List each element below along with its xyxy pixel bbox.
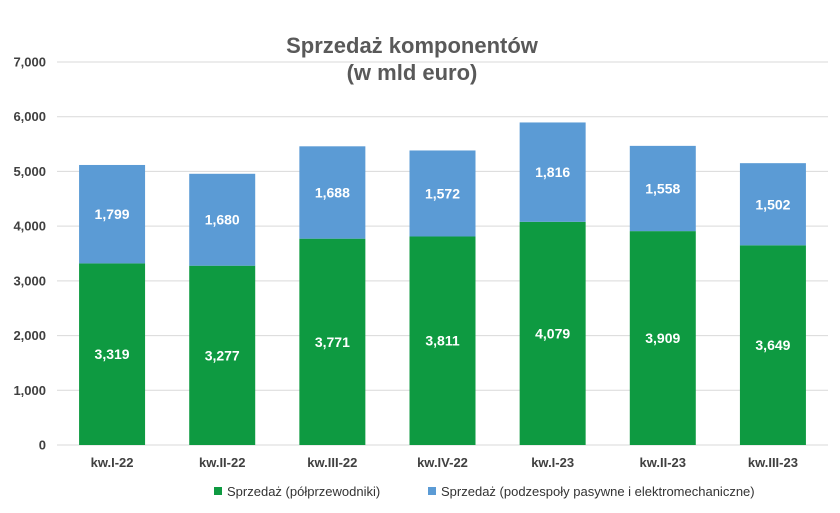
bar-segment-passive-electromechanical: [299, 146, 366, 239]
bar-segment-passive-electromechanical: [79, 164, 146, 264]
data-label: 3,771: [315, 334, 350, 350]
x-category-label: kw.III-22: [307, 455, 357, 470]
x-category-label: kw.III-23: [748, 455, 798, 470]
bar-segment-passive-electromechanical: [189, 173, 256, 266]
bar-segment-passive-electromechanical: [409, 150, 476, 237]
data-labels: 3,319 1,799 3,277 1,680 3,771 1,688 3,811 1,572…: [95, 164, 791, 363]
data-label: 3,811: [425, 333, 459, 349]
y-tick-label: 2,000: [13, 328, 46, 343]
bar-segment-passive-electromechanical: [739, 163, 806, 246]
y-axis-tick-labels: 0 1,000 2,000 3,000 4,000 5,000 6,000 7,000: [13, 55, 46, 453]
y-tick-label: 3,000: [13, 273, 46, 288]
legend-swatch: [428, 487, 436, 495]
chart-title: Sprzedaż komponentów (w mld euro): [286, 33, 539, 85]
data-label: 1,572: [425, 185, 460, 201]
chart-title-line-1: Sprzedaż komponentów: [286, 33, 539, 58]
x-category-label: kw.I-22: [91, 455, 134, 470]
bar-segment-semiconductors: [409, 236, 476, 445]
bar-segment-passive-electromechanical: [519, 122, 586, 222]
x-category-label: kw.I-23: [531, 455, 574, 470]
y-tick-label: 5,000: [13, 164, 46, 179]
bar-segment-semiconductors: [739, 245, 806, 445]
y-tick-label: 1,000: [13, 383, 46, 398]
legend-item: Sprzedaż (podzespoły pasywne i elektrome…: [428, 484, 755, 499]
data-label: 1,799: [95, 206, 130, 222]
bar-segment-semiconductors: [189, 265, 256, 445]
data-label: 1,816: [535, 164, 570, 180]
data-label: 3,909: [645, 330, 680, 346]
data-label: 3,277: [205, 347, 240, 363]
bar-segment-semiconductors: [519, 221, 586, 445]
x-category-label: kw.IV-22: [417, 455, 468, 470]
data-label: 3,319: [95, 346, 130, 362]
legend-item: Sprzedaż (półprzewodniki): [214, 484, 380, 499]
chart-title-line-2: (w mld euro): [347, 60, 478, 85]
bar-segment-semiconductors: [79, 263, 146, 445]
data-label: 1,502: [755, 196, 790, 212]
x-axis-category-labels: kw.I-22 kw.II-22 kw.III-22 kw.IV-22 kw.I-23 k…: [91, 455, 798, 470]
bar-segment-semiconductors: [299, 238, 366, 445]
data-label: 3,649: [755, 337, 790, 353]
y-tick-label: 7,000: [13, 55, 46, 70]
x-category-label: kw.II-23: [640, 455, 686, 470]
bar-segment-semiconductors: [629, 231, 696, 445]
bar-segment-passive-electromechanical: [629, 145, 696, 232]
data-label: 4,079: [535, 325, 570, 341]
y-tick-label: 6,000: [13, 109, 46, 124]
x-category-label: kw.II-22: [199, 455, 245, 470]
bars: [79, 122, 806, 445]
y-tick-label: 4,000: [13, 219, 46, 234]
legend-swatch: [214, 487, 222, 495]
data-label: 1,688: [315, 184, 350, 200]
legend-label: Sprzedaż (półprzewodniki): [227, 484, 380, 499]
data-label: 1,558: [645, 180, 680, 196]
data-label: 1,680: [205, 212, 240, 228]
legend: Sprzedaż (półprzewodniki) Sprzedaż (podze…: [214, 484, 755, 499]
y-tick-label: 0: [39, 438, 46, 453]
legend-label: Sprzedaż (podzespoły pasywne i elektrome…: [441, 484, 755, 499]
